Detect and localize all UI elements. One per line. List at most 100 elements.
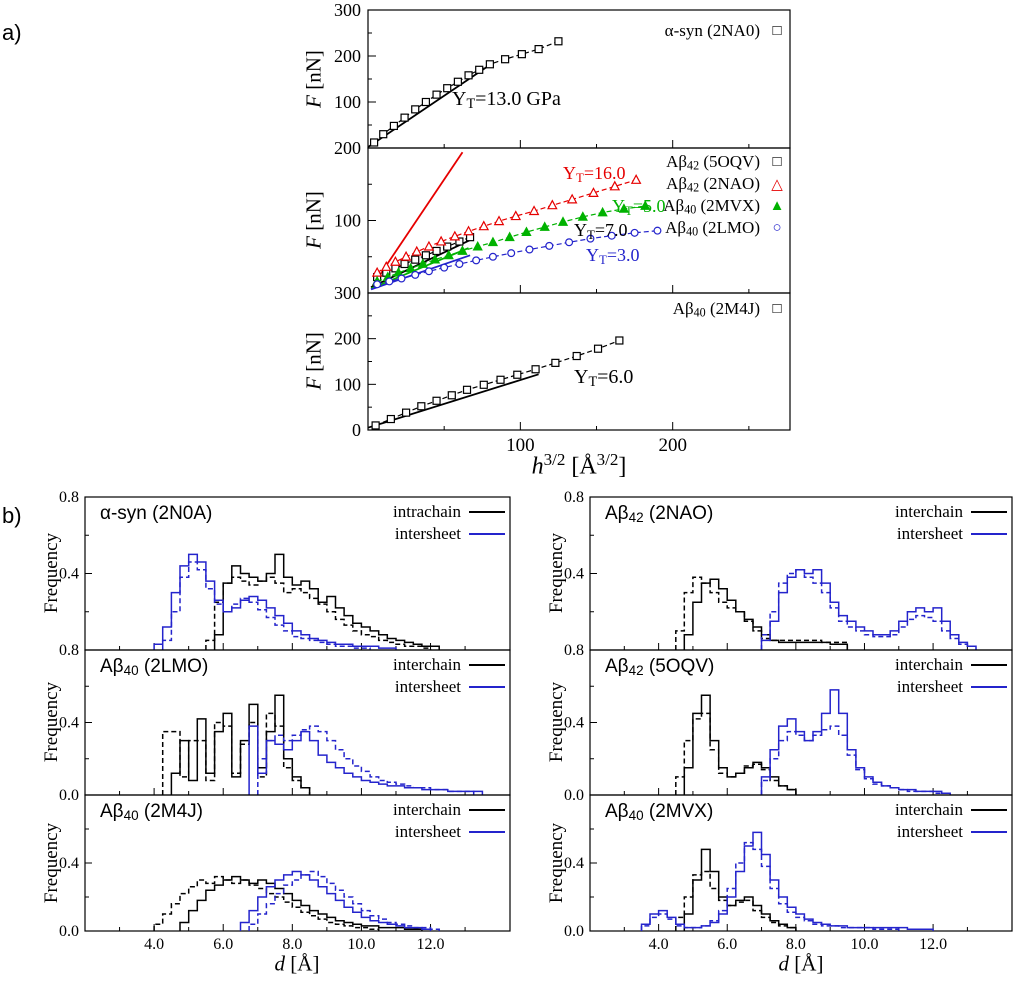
y-tick-label: 0.4	[564, 715, 584, 732]
legend-text: (5OQV)	[699, 152, 760, 171]
marker-open-triangle	[435, 235, 447, 246]
marker-open-triangle	[380, 261, 392, 271]
marker-open-square	[485, 60, 494, 69]
marker-open-square	[421, 251, 430, 260]
histogram-title-2N0A: α-syn (2N0A)	[100, 503, 212, 525]
marker-open-square	[453, 77, 462, 86]
annotation-yt-16: YT=16.0	[563, 163, 625, 184]
d-unit: [Å]	[789, 951, 824, 976]
y-tick-label: 0.4	[59, 715, 79, 732]
legend-l2-interchain: interchain	[290, 655, 505, 675]
blue-line-sample	[971, 533, 1007, 535]
y-tick-label: 0.4	[59, 855, 79, 872]
marker-open-square	[462, 385, 472, 394]
annotation-yt-5: YT=5.0	[612, 196, 665, 217]
legend-panel-a-bottom: Aβ40 (2M4J) □	[556, 298, 786, 320]
x-tick-label: 200	[658, 435, 687, 456]
marker-open-square	[432, 396, 441, 405]
marker-open-circle	[385, 277, 394, 286]
marker-open-circle	[472, 256, 481, 265]
histogram-title-2NAO: Aβ42 (2NAO)	[605, 503, 713, 525]
frequency-label-l1: Frequency	[41, 532, 62, 614]
hist-abeta42-5OQV-hist-intersheet-dashed	[760, 725, 951, 795]
y-tick-label: 0.8	[564, 489, 584, 506]
hist-abeta40-2MVX-hist-interchain-dashed	[675, 870, 797, 931]
marker-open-square	[411, 105, 420, 114]
legend-label: Aβ42 (5OQV)	[666, 152, 760, 172]
marker-filled-triangle	[597, 206, 608, 217]
legend-item-alpha-syn-2NA0: α-syn (2NA0) □	[556, 20, 786, 42]
filled-triangle-icon: ▲	[769, 197, 785, 214]
histogram-title-5OQV: Aβ42 (5OQV)	[605, 656, 714, 678]
y-tick-label: 0.4	[564, 855, 584, 872]
legend-label: intersheet	[394, 677, 461, 696]
legend-text: Aβ	[666, 152, 688, 171]
legend-l3-intersheet: intersheet	[290, 822, 505, 842]
legend-text: Aβ	[666, 174, 688, 193]
marker-open-square	[517, 50, 526, 59]
marker-open-triangle	[510, 210, 522, 221]
hist-alpha-syn-2N0A-hist-intersheet-dashed	[161, 561, 371, 650]
blue-line-sample	[469, 533, 505, 535]
y-tick-label: 0.8	[564, 642, 584, 659]
legend-label: interchain	[393, 655, 461, 674]
y-tick-label: 100	[334, 374, 361, 394]
marker-open-triangle	[371, 266, 383, 277]
title-text: Aβ	[605, 656, 629, 677]
marker-open-circle	[565, 238, 574, 247]
hist-abeta42-2NAO-hist-interchain-dashed	[675, 576, 849, 650]
frequency-label-r3: Frequency	[546, 822, 567, 904]
y-axis-label-force-2: F [nN]	[302, 191, 327, 249]
blue-line-sample	[971, 686, 1007, 688]
title-sub: 40	[123, 662, 139, 678]
marker-filled-triangle	[618, 203, 630, 213]
legend-r1-interchain: interchain	[792, 502, 1007, 522]
marker-open-square	[615, 336, 624, 345]
title-text: (5OQV)	[643, 656, 715, 677]
marker-open-circle	[653, 226, 662, 235]
x-tick-label: 10.0	[850, 936, 878, 953]
annotation-text: Y	[574, 366, 589, 388]
hist-abeta40-2M4J-hist-interchain-solid	[179, 875, 423, 931]
marker-open-square	[447, 391, 456, 400]
marker-open-circle	[586, 234, 595, 243]
annotation-sub: T	[625, 203, 633, 218]
hist-abeta40-2LMO-hist-interchain-solid	[170, 694, 311, 795]
marker-open-square	[455, 237, 464, 246]
blue-line-sample	[469, 831, 505, 833]
legend-item-abeta42-2NAO: Aβ42 (2NAO) △	[556, 173, 786, 195]
y-tick-label: 300	[334, 283, 361, 303]
marker-open-triangle	[588, 187, 599, 197]
histogram-title-2MVX: Aβ40 (2MVX)	[605, 801, 713, 823]
annotation-text: =16.0	[583, 163, 626, 183]
marker-open-square	[479, 380, 488, 389]
annotation-yt-13: YT=13.0 GPa	[452, 88, 561, 111]
x-tick-label: 4.0	[144, 936, 164, 953]
y-tick-label: 0.8	[59, 489, 79, 506]
force-unit: [nN]	[301, 50, 326, 96]
marker-open-circle	[440, 263, 449, 272]
title-text: Aβ	[100, 801, 124, 822]
marker-filled-triangle	[521, 226, 532, 236]
marker-open-triangle	[390, 255, 401, 266]
histogram-title-2M4J: Aβ40 (2M4J)	[100, 801, 203, 823]
marker-open-triangle	[609, 180, 621, 191]
marker-filled-triangle	[429, 253, 441, 264]
force-var: F	[301, 377, 326, 390]
marker-open-circle	[373, 280, 382, 289]
legend-label: interchain	[895, 800, 963, 819]
marker-filled-triangle	[504, 231, 515, 242]
open-circle-icon: ○	[772, 219, 782, 236]
y-tick-label: 200	[334, 138, 361, 158]
x-tick-label: 100	[506, 435, 535, 456]
title-sub: 40	[628, 807, 644, 823]
legend-text: (2NA0)	[702, 21, 760, 40]
data-line-2NAO-data	[376, 179, 637, 274]
marker-open-square	[400, 113, 409, 122]
title-sub: 40	[123, 807, 139, 823]
hist-abeta42-5OQV-hist-intersheet-solid	[760, 689, 951, 795]
force-var: F	[301, 236, 326, 249]
x-tick-label: 12.0	[919, 936, 947, 953]
hist-alpha-syn-2N0A-hist-intrachain-dashed	[205, 576, 432, 650]
